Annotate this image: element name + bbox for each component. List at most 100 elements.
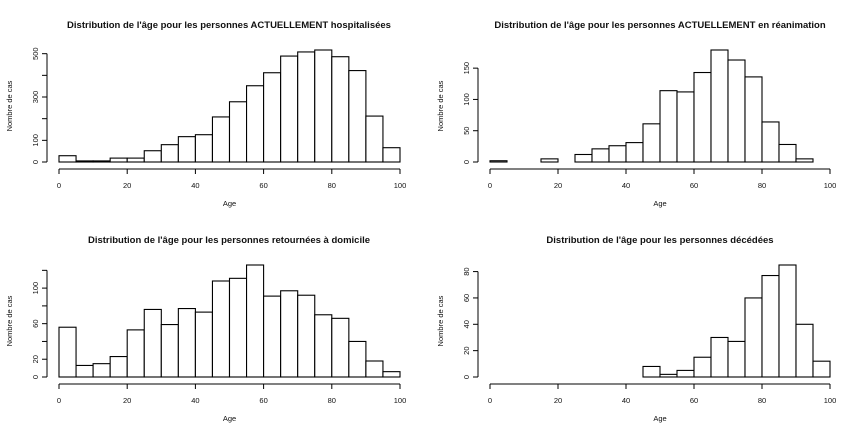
histogram-bar [761, 274, 780, 378]
x-tick-label: 100 [824, 396, 837, 405]
x-tick-label: 80 [758, 396, 766, 405]
histogram-bar [314, 49, 333, 163]
histogram-bar [75, 160, 94, 163]
histogram-panel-3: Distribution de l'âge pour les personnes… [5, 235, 406, 423]
y-tick-label: 150 [462, 62, 471, 75]
histogram-bar [778, 264, 797, 378]
histogram-bar [331, 317, 350, 378]
histogram-bar [75, 364, 94, 378]
histogram-bar [177, 308, 196, 378]
histogram-bar [92, 363, 111, 378]
histogram-bar [795, 323, 814, 378]
y-tick-label: 500 [31, 47, 40, 60]
histogram-bar [795, 158, 814, 163]
histogram-bar [194, 311, 213, 378]
chart-title: Distribution de l'âge pour les personnes… [494, 20, 825, 31]
histogram-bar [591, 148, 610, 163]
histogram-bar [642, 123, 661, 163]
histogram-bar [659, 373, 678, 378]
histogram-bar [693, 71, 712, 163]
x-tick-label: 100 [394, 181, 407, 190]
x-tick-label: 0 [57, 396, 61, 405]
histogram-bar [194, 134, 213, 163]
x-tick-label: 80 [758, 181, 766, 190]
histogram-bar [126, 157, 145, 163]
x-tick-label: 60 [690, 181, 698, 190]
x-axis-label: Age [223, 199, 236, 208]
y-tick-label: 80 [462, 267, 471, 275]
histogram-bar [574, 153, 593, 163]
histogram-bar [382, 371, 401, 378]
x-tick-label: 60 [690, 396, 698, 405]
x-tick-label: 40 [622, 181, 630, 190]
histogram-bar [228, 277, 248, 378]
y-tick-label: 0 [31, 375, 40, 379]
histogram-bar [58, 155, 77, 163]
x-tick-label: 60 [259, 396, 267, 405]
y-tick-label: 0 [462, 160, 471, 164]
histogram-bar [676, 91, 695, 163]
chart-title: Distribution de l'âge pour les personnes… [546, 235, 773, 246]
y-axis-label: Nombre de cas [436, 80, 445, 131]
chart-title: Distribution de l'âge pour les personnes… [88, 235, 370, 246]
histogram-bar [143, 308, 162, 378]
x-tick-label: 80 [328, 396, 336, 405]
x-tick-label: 20 [123, 181, 131, 190]
histogram-bar [263, 295, 282, 378]
histogram-bar [109, 157, 128, 163]
histogram-bar [211, 116, 231, 163]
histogram-bar [710, 49, 729, 163]
histogram-bar [489, 160, 508, 163]
histogram-bar [211, 280, 231, 378]
y-tick-label: 60 [31, 319, 40, 327]
histogram-bar [365, 115, 384, 163]
histogram-bar [58, 326, 77, 378]
histogram-bar [297, 51, 316, 163]
y-tick-label: 50 [462, 127, 471, 135]
histogram-bar [744, 297, 763, 378]
histogram-bar [727, 59, 746, 163]
x-tick-label: 60 [259, 181, 267, 190]
histogram-bar [348, 70, 367, 163]
histogram-bar [348, 340, 367, 378]
histogram-bar [109, 356, 128, 378]
histogram-bar [642, 365, 661, 378]
y-tick-label: 60 [462, 294, 471, 302]
x-tick-label: 40 [622, 396, 630, 405]
y-tick-label: 100 [31, 134, 40, 147]
y-tick-label: 100 [31, 282, 40, 295]
histogram-bar [177, 136, 196, 163]
histogram-bar [92, 160, 111, 163]
histogram-bar [160, 324, 179, 378]
histogram-panel-4: Distribution de l'âge pour les personnes… [436, 235, 836, 423]
histogram-bar [540, 158, 559, 163]
histogram-bar [761, 121, 780, 163]
histogram-bar [812, 360, 831, 378]
x-tick-label: 80 [328, 181, 336, 190]
x-tick-label: 0 [57, 181, 61, 190]
histogram-bar [331, 56, 350, 163]
histogram-bar [246, 85, 265, 163]
histogram-bar [727, 340, 746, 378]
x-tick-label: 20 [554, 181, 562, 190]
y-tick-label: 20 [462, 346, 471, 354]
histogram-bar [143, 150, 162, 163]
histogram-bar [297, 294, 316, 378]
histogram-bar [710, 336, 729, 378]
histogram-bar [693, 356, 712, 378]
y-tick-label: 20 [31, 355, 40, 363]
chart-title: Distribution de l'âge pour les personnes… [67, 20, 391, 31]
histogram-bar [280, 55, 299, 163]
x-tick-label: 0 [488, 396, 492, 405]
histogram-bar [608, 145, 627, 163]
y-tick-label: 40 [462, 320, 471, 328]
histogram-bar [280, 290, 299, 378]
histogram-bar [314, 314, 333, 378]
x-tick-label: 100 [394, 396, 407, 405]
histogram-bar [659, 90, 678, 163]
y-axis-label: Nombre de cas [5, 295, 14, 346]
y-axis-label: Nombre de cas [5, 80, 14, 131]
histogram-bar [160, 144, 179, 163]
histogram-bar [744, 76, 763, 163]
